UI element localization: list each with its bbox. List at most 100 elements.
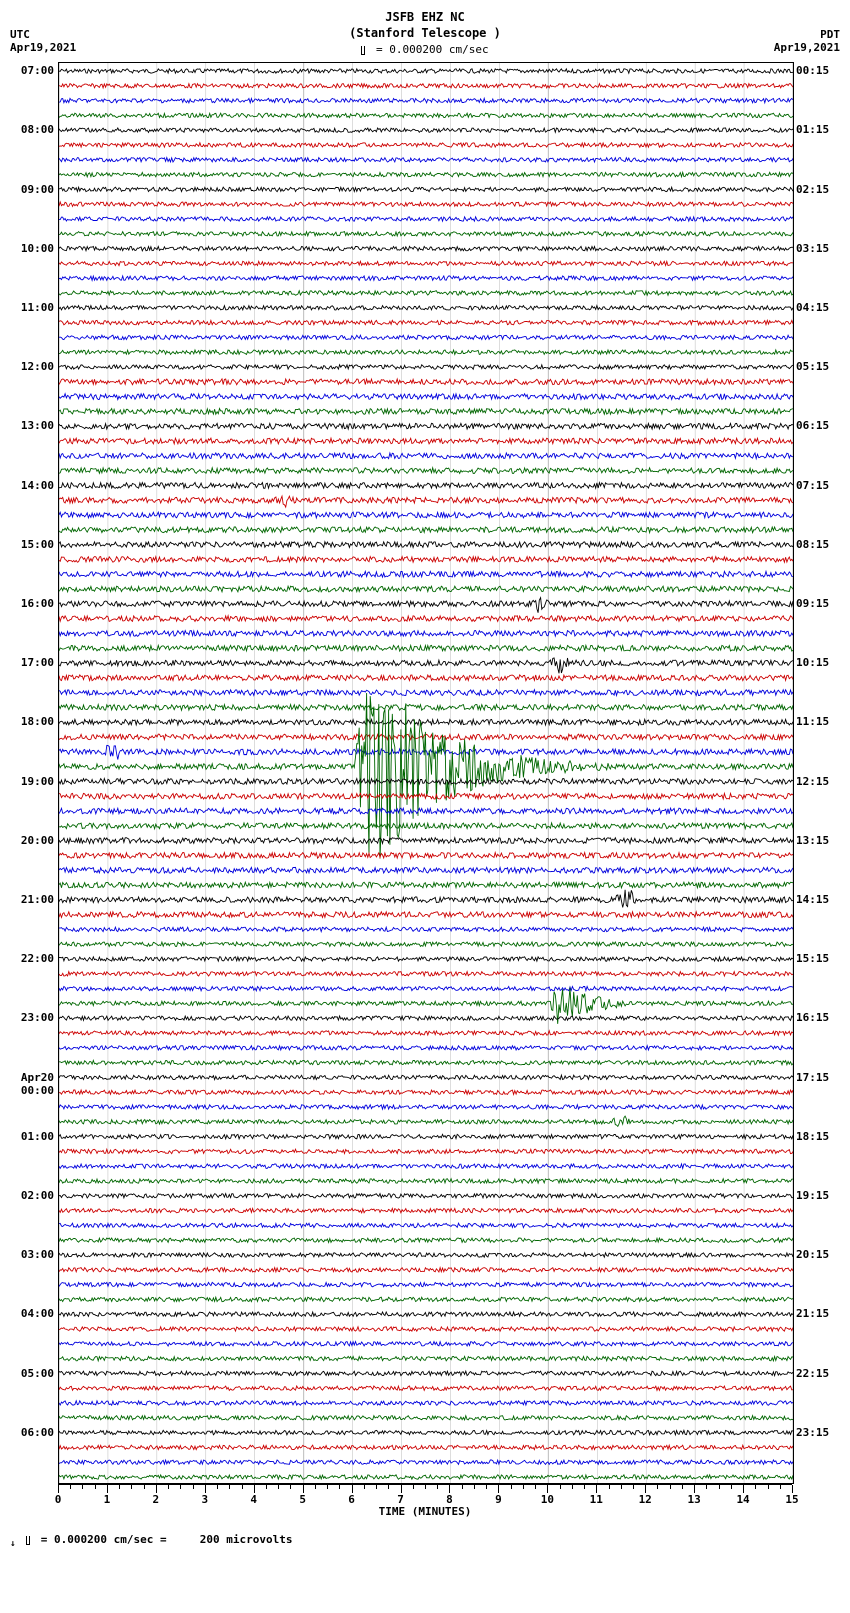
right-time-label: 17:15 (796, 1071, 829, 1084)
x-tick (205, 1485, 206, 1493)
right-time-label: 23:15 (796, 1426, 829, 1439)
right-time-label: 10:15 (796, 656, 829, 669)
x-tick-label: 12 (639, 1493, 652, 1506)
trace-line (59, 113, 793, 117)
right-time-label: 06:15 (796, 419, 829, 432)
trace-line (59, 794, 793, 800)
right-time-label: 22:15 (796, 1367, 829, 1380)
trace-line (59, 658, 793, 673)
trace-line (59, 1179, 793, 1183)
x-minor-tick (731, 1485, 732, 1489)
trace-line (59, 291, 793, 295)
trace-line (59, 1297, 793, 1301)
trace-line (59, 912, 793, 918)
x-tick (743, 1485, 744, 1493)
x-minor-tick (560, 1485, 561, 1489)
trace-line (59, 128, 793, 132)
trace-line (59, 453, 793, 459)
x-tick (498, 1485, 499, 1493)
left-time-label: 08:00 (21, 123, 54, 136)
left-time-label: 13:00 (21, 419, 54, 432)
trace-line (59, 1105, 793, 1109)
left-time-label: 22:00 (21, 952, 54, 965)
trace-line (59, 409, 793, 415)
helicorder-plot (58, 62, 794, 1484)
x-minor-tick (388, 1485, 389, 1489)
trace-line (59, 496, 793, 507)
x-minor-tick (290, 1485, 291, 1489)
trace-line (59, 942, 793, 946)
trace-line (59, 335, 793, 339)
left-time-label: 06:00 (21, 1426, 54, 1439)
right-time-label: 19:15 (796, 1189, 829, 1202)
trace-line (59, 542, 793, 548)
trace-line (59, 1194, 793, 1198)
left-time-label: 14:00 (21, 479, 54, 492)
trace-line (59, 512, 793, 518)
trace-line (59, 1327, 793, 1331)
trace-line (59, 693, 793, 859)
left-time-label: 11:00 (21, 301, 54, 314)
x-tick (596, 1485, 597, 1493)
right-time-label: 08:15 (796, 538, 829, 551)
trace-line (59, 84, 793, 88)
trace-line (59, 1075, 793, 1079)
x-minor-tick (633, 1485, 634, 1489)
trace-line (59, 927, 793, 931)
x-tick (449, 1485, 450, 1493)
trace-line (59, 1135, 793, 1139)
left-time-label: 19:00 (21, 775, 54, 788)
right-time-label: 04:15 (796, 301, 829, 314)
left-time-label: 17:00 (21, 656, 54, 669)
trace-line (59, 1460, 793, 1464)
trace-line (59, 1090, 793, 1094)
trace-line (59, 379, 793, 385)
trace-line (59, 438, 793, 444)
x-minor-tick (193, 1485, 194, 1489)
trace-line (59, 1164, 793, 1168)
trace-line (59, 631, 793, 637)
x-minor-tick (621, 1485, 622, 1489)
right-time-label: 09:15 (796, 597, 829, 610)
trace-line (59, 987, 793, 991)
trace-line (59, 1401, 793, 1405)
left-time-label: 09:00 (21, 183, 54, 196)
footer-scale: ↓ = 0.000200 cm/sec = 200 microvolts (10, 1533, 840, 1549)
x-minor-tick (780, 1485, 781, 1489)
right-time-label: 07:15 (796, 479, 829, 492)
trace-line (59, 483, 793, 489)
left-time-labels: 07:0008:0009:0010:0011:0012:0013:0014:00… (10, 62, 54, 1482)
date-right: Apr19,2021 (774, 41, 840, 54)
x-minor-tick (339, 1485, 340, 1489)
trace-line (59, 882, 793, 888)
tz-left: UTC (10, 28, 76, 41)
x-tick-label: 14 (736, 1493, 749, 1506)
x-minor-tick (657, 1485, 658, 1489)
station-location: (Stanford Telescope ) (10, 26, 840, 42)
trace-line (59, 276, 793, 280)
right-time-label: 21:15 (796, 1307, 829, 1320)
footer-tick-icon: ↓ (10, 1538, 16, 1549)
left-time-label: 18:00 (21, 715, 54, 728)
footer-bar-icon (26, 1536, 30, 1545)
x-minor-tick (217, 1485, 218, 1489)
station-code: JSFB EHZ NC (10, 10, 840, 26)
x-minor-tick (706, 1485, 707, 1489)
x-minor-tick (144, 1485, 145, 1489)
right-time-label: 16:15 (796, 1011, 829, 1024)
x-minor-tick (768, 1485, 769, 1489)
trace-line (59, 957, 793, 961)
trace-line (59, 1357, 793, 1361)
trace-line (59, 988, 793, 1024)
trace-line (59, 1209, 793, 1213)
footer-text-left: = 0.000200 cm/sec = (41, 1533, 167, 1546)
trace-line (59, 1238, 793, 1242)
trace-line (59, 571, 793, 577)
trace-line (59, 350, 793, 354)
left-time-label: 21:00 (21, 893, 54, 906)
trace-line (59, 853, 793, 859)
left-time-label: 20:00 (21, 834, 54, 847)
left-time-label: 02:00 (21, 1189, 54, 1202)
left-time-label: 16:00 (21, 597, 54, 610)
x-tick-label: 6 (348, 1493, 355, 1506)
